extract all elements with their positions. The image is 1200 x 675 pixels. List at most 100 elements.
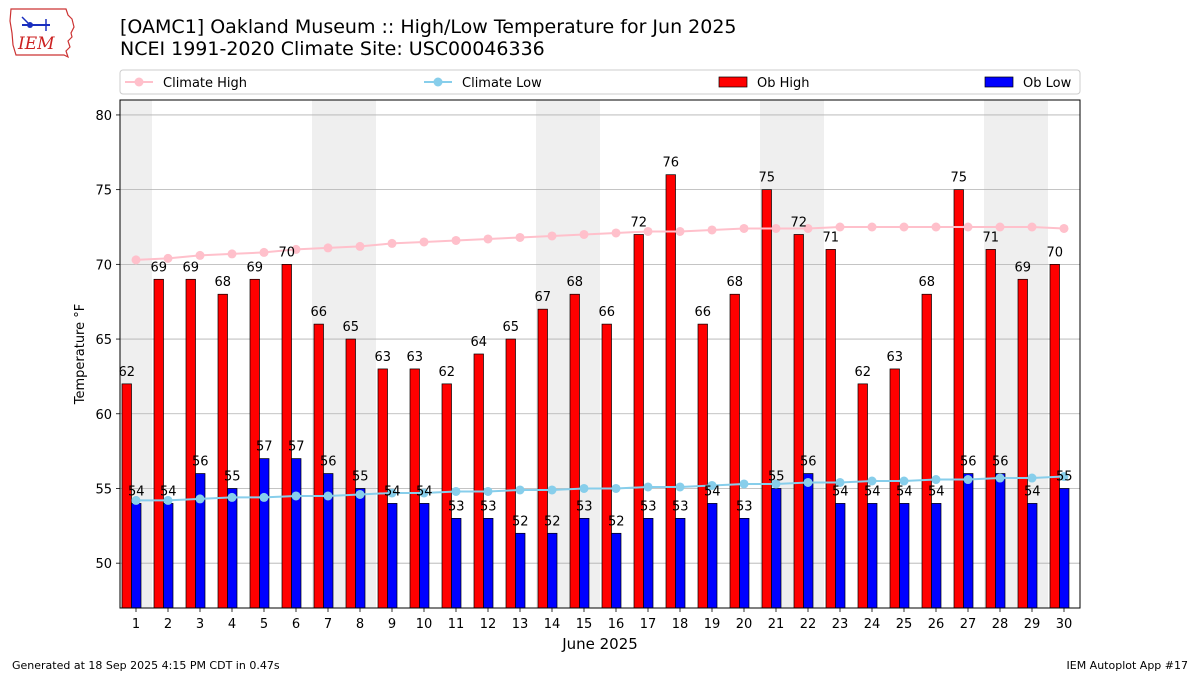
ob-low-bar [163,503,174,609]
chart-legend: Climate High Climate Low Ob High Ob Low [119,69,1081,95]
legend-ob-low-label: Ob Low [1023,76,1072,91]
ob-low-bar [611,532,622,609]
ob-high-bar [473,353,484,609]
ob-low-bar [707,503,718,609]
y-tick-label: 60 [95,408,112,423]
climate-high-point [195,250,205,260]
ob-high-value-label: 62 [438,365,455,380]
climate-low-line [136,475,1065,502]
x-tick-label: 17 [640,617,657,632]
climate-high-point [707,225,717,235]
ob-high-value-label: 68 [918,275,935,290]
ob-high-value-label: 72 [790,215,807,230]
climate-low-point [259,492,269,502]
x-tick-label: 11 [448,617,465,632]
ob-high-value-label: 64 [470,335,487,350]
y-tick-label: 55 [95,482,112,497]
climate-high-point [515,232,525,242]
ob-low-bar [1027,503,1038,609]
x-tick-label: 10 [416,617,433,632]
x-tick-label: 4 [228,617,236,632]
climate-low-point [931,475,941,485]
x-tick-label: 12 [480,617,497,632]
ob-low-value-label: 54 [928,484,945,499]
climate-low-point [707,480,717,490]
ob-low-bar [803,473,814,609]
ob-low-bar [515,532,526,609]
climate-high-point [323,243,333,253]
climate-high-point [771,223,781,233]
x-tick-label: 14 [544,617,561,632]
climate-high-point [419,237,429,247]
ob-low-value-label: 57 [288,440,305,455]
ob-low-value-label: 52 [512,514,529,529]
ob-low-value-label: 54 [864,484,881,499]
climate-high-point [803,223,813,233]
ob-high-bar [665,174,676,609]
ob-low-value-label: 57 [256,440,273,455]
climate-low-point [675,482,685,492]
legend-climate-low-swatch-marker [433,77,443,87]
climate-high-point [739,223,749,233]
ob-high-value-label: 75 [758,171,775,186]
ob-high-value-label: 63 [374,350,391,365]
ob-low-value-label: 56 [320,455,337,470]
ob-low-bar [963,473,974,609]
climate-low-point [643,482,653,492]
ob-low-bar [355,488,366,609]
climate-high-point [963,222,973,232]
ob-low-bar [547,532,558,609]
ob-low-value-label: 55 [224,469,241,484]
climate-low-point [867,476,877,486]
ob-low-value-label: 53 [672,499,689,514]
climate-high-point [163,253,173,263]
ob-high-bar [505,338,516,609]
ob-high-value-label: 76 [662,156,679,171]
chart-title-block: [OAMC1] Oakland Museum :: High/Low Tempe… [120,16,737,60]
ob-high-bar [793,234,804,609]
plot-area: 5055606570758062546954695668556957705766… [73,99,1081,653]
ob-high-value-label: 66 [694,305,711,320]
ob-low-bar [867,503,878,609]
ob-low-bar [579,518,590,609]
x-tick-label: 24 [864,617,881,632]
x-tick-label: 1 [132,617,140,632]
chart-title: [OAMC1] Oakland Museum :: High/Low Tempe… [120,16,737,38]
ob-high-value-label: 68 [214,275,231,290]
legend-ob-high-swatch [718,76,748,88]
logo-text: IEM [17,34,55,54]
climate-high-point [1059,223,1069,233]
ob-high-value-label: 75 [950,171,967,186]
ob-high-value-label: 68 [726,275,743,290]
climate-high-point [451,235,461,245]
ob-low-value-label: 54 [384,484,401,499]
ob-low-bar [483,518,494,609]
climate-low-point [451,486,461,496]
climate-low-point [227,492,237,502]
legend-climate-low-label: Climate Low [462,76,542,91]
ob-low-value-label: 53 [576,499,593,514]
ob-high-value-label: 65 [342,320,359,335]
ob-high-bar [185,278,196,609]
climate-high-point [547,231,557,241]
x-tick-label: 22 [800,617,817,632]
ob-low-value-label: 56 [992,455,1009,470]
x-tick-label: 25 [896,617,913,632]
x-tick-label: 5 [260,617,268,632]
ob-low-bar [259,458,270,609]
generated-timestamp: Generated at 18 Sep 2025 4:15 PM CDT in … [12,659,280,672]
ob-high-value-label: 71 [982,230,999,245]
x-tick-label: 6 [292,617,300,632]
ob-high-bar [1017,278,1028,609]
ob-high-bar [921,293,932,609]
ob-low-value-label: 54 [128,484,145,499]
ob-low-bar [387,503,398,609]
ob-high-bar [569,293,580,609]
legend-ob-low-swatch [984,76,1014,88]
climate-low-point [131,495,141,505]
ob-low-value-label: 55 [768,469,785,484]
ob-high-value-label: 63 [886,350,903,365]
ob-low-value-label: 54 [832,484,849,499]
climate-low-point [1027,473,1037,483]
